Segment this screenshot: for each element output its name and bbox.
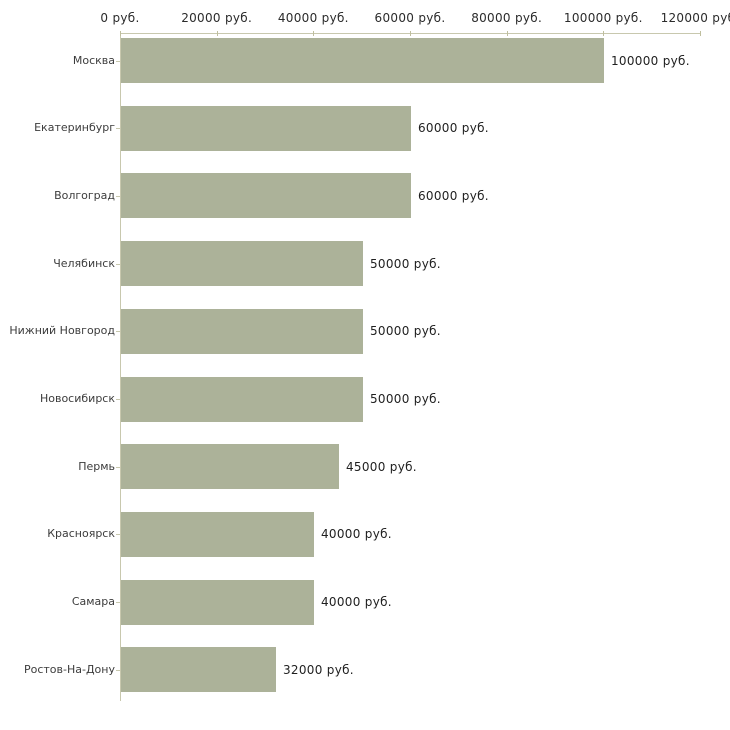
y-tick [116,61,120,62]
x-tick-label: 100000 руб. [563,11,643,25]
bar [121,241,363,286]
value-label: 50000 руб. [370,257,441,271]
y-tick [116,331,120,332]
value-label: 50000 руб. [370,392,441,406]
x-tick-label: 120000 руб. [660,11,730,25]
value-label: 32000 руб. [283,663,354,677]
x-tick-label: 40000 руб. [277,11,349,25]
bar [121,377,363,422]
bar [121,309,363,354]
category-label: Ростов-На-Дону [23,663,115,676]
bar [121,647,276,692]
x-tick [410,31,411,36]
y-tick [116,467,120,468]
x-tick [216,31,218,36]
category-label: Самара [71,595,115,608]
x-tick-label: 80000 руб. [471,11,543,25]
y-tick [116,196,120,197]
value-label: 45000 руб. [346,460,417,474]
x-tick-label: 0 руб. [100,11,140,25]
y-tick [116,264,120,265]
y-tick [116,534,120,535]
category-label: Красноярск [47,527,115,540]
bar [121,580,314,625]
x-tick [506,31,508,36]
y-tick [116,670,120,671]
y-tick [116,399,120,400]
category-label: Пермь [78,460,115,473]
category-label: Волгоград [54,189,115,202]
category-label: Челябинск [53,257,115,270]
value-label: 40000 руб. [321,527,392,541]
y-tick [116,602,120,603]
category-label: Екатеринбург [34,121,115,134]
category-label: Новосибирск [39,392,115,405]
value-label: 60000 руб. [418,189,489,203]
value-label: 100000 руб. [611,54,690,68]
x-tick-label: 20000 руб. [181,11,253,25]
category-label: Москва [72,54,115,67]
x-tick [313,31,315,36]
bar [121,173,411,218]
y-axis-line [120,33,121,701]
bar [121,38,604,83]
x-tick-label: 60000 руб. [374,11,446,25]
value-label: 60000 руб. [418,121,489,135]
x-tick [603,31,605,36]
bar [121,444,339,489]
bar [121,106,411,151]
category-label: Нижний Новгород [9,324,115,337]
x-tick [120,31,121,36]
x-tick [700,31,701,36]
y-tick [116,128,120,129]
value-label: 40000 руб. [321,595,392,609]
value-label: 50000 руб. [370,324,441,338]
bar [121,512,314,557]
